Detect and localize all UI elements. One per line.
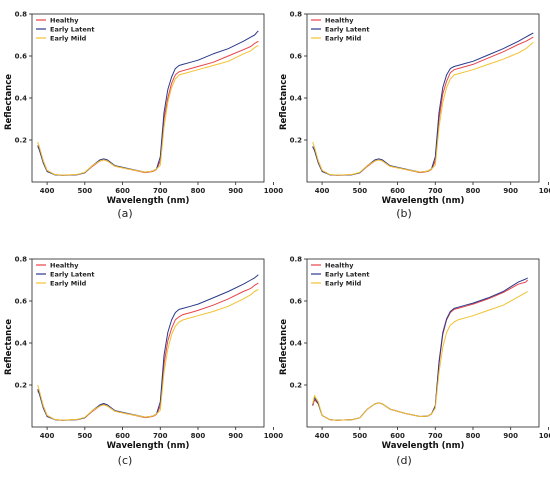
x-tick-label: 400 (315, 187, 330, 195)
legend-label: Healthy (50, 261, 79, 269)
x-tick-label: 600 (115, 432, 130, 440)
x-tick-label: 1000 (539, 187, 550, 195)
x-tick-label: 400 (40, 187, 55, 195)
series-line-healthy (37, 40, 259, 176)
x-tick-label: 700 (153, 432, 168, 440)
series-line-early-latent (37, 30, 259, 176)
legend-label: Early Latent (50, 270, 95, 278)
series-line-early-latent (312, 277, 528, 421)
legend-label: Early Latent (50, 25, 95, 33)
x-axis-label: Wavelength (nm) (107, 441, 190, 451)
y-axis-label: Reflectance (279, 319, 289, 375)
x-tick-label: 600 (390, 432, 405, 440)
series-line-healthy (312, 36, 534, 176)
x-tick-label: 600 (390, 187, 405, 195)
series-line-early-latent (37, 274, 259, 421)
y-tick-label: 0.4 (290, 340, 303, 348)
legend-label: Early Mild (325, 279, 362, 287)
y-tick-label: 0.4 (290, 95, 303, 103)
y-tick-label: 0.6 (15, 298, 28, 306)
x-tick-label: 500 (78, 187, 93, 195)
x-axis-label: Wavelength (nm) (382, 196, 465, 206)
legend-label: Early Mild (50, 34, 87, 42)
x-tick-label: 800 (191, 432, 206, 440)
x-tick-label: 900 (228, 187, 243, 195)
legend-label: Early Latent (325, 25, 370, 33)
series-line-early-latent (312, 32, 534, 176)
chart-panel: 400 500 600 700 800 900 1000 0.2 0.4 0.6 0.8 Health… (279, 256, 550, 468)
y-tick-label: 0.4 (15, 340, 28, 348)
panel-caption: (c) (118, 454, 133, 467)
y-tick-label: 0.8 (15, 256, 28, 264)
panel-caption: (b) (396, 207, 412, 220)
legend-label: Healthy (325, 16, 354, 24)
panel-caption: (a) (117, 207, 132, 220)
x-tick-label: 600 (115, 187, 130, 195)
y-axis-label: Reflectance (279, 74, 289, 130)
y-tick-label: 0.8 (290, 256, 303, 264)
x-tick-label: 800 (466, 187, 481, 195)
x-tick-label: 800 (466, 432, 481, 440)
x-tick-label: 400 (40, 432, 55, 440)
y-tick-label: 0.8 (290, 11, 303, 19)
x-axis-label: Wavelength (nm) (107, 196, 190, 206)
legend-label: Early Latent (325, 270, 370, 278)
y-tick-label: 0.6 (290, 53, 303, 61)
x-axis-label: Wavelength (nm) (382, 441, 465, 451)
x-tick-label: 800 (191, 187, 206, 195)
x-tick-label: 900 (228, 432, 243, 440)
y-tick-label: 0.6 (290, 298, 303, 306)
x-tick-label: 700 (153, 187, 168, 195)
y-tick-label: 0.8 (15, 11, 28, 19)
x-tick-label: 500 (353, 432, 368, 440)
x-tick-label: 500 (353, 187, 368, 195)
series-line-healthy (37, 282, 259, 421)
x-tick-label: 1000 (264, 187, 284, 195)
y-axis-label: Reflectance (4, 74, 14, 130)
x-tick-label: 900 (503, 432, 518, 440)
x-tick-label: 700 (428, 187, 443, 195)
series-line-healthy (312, 279, 529, 421)
x-tick-label: 900 (503, 187, 518, 195)
legend-label: Healthy (325, 261, 354, 269)
y-tick-label: 0.2 (290, 382, 303, 390)
legend-label: Early Mild (50, 279, 87, 287)
y-tick-label: 0.2 (15, 137, 28, 145)
y-tick-label: 0.2 (15, 382, 28, 390)
legend-label: Healthy (50, 16, 79, 24)
y-tick-label: 0.6 (15, 53, 28, 61)
x-tick-label: 700 (428, 432, 443, 440)
x-tick-label: 1000 (264, 432, 284, 440)
series-line-early-mild (37, 289, 259, 421)
y-tick-label: 0.2 (290, 137, 303, 145)
series-line-early-mild (37, 45, 259, 176)
x-tick-label: 1000 (539, 432, 550, 440)
x-tick-label: 500 (78, 432, 93, 440)
chart-panel: 400 500 600 700 800 900 1000 0.2 0.4 0.6 0.8 Health… (4, 11, 283, 221)
x-tick-label: 400 (315, 432, 330, 440)
legend-label: Early Mild (325, 34, 362, 42)
chart-panel: 400 500 600 700 800 900 1000 0.2 0.4 0.6 0.8 Health… (4, 256, 283, 468)
series-line-early-mild (312, 291, 528, 421)
series-line-early-mild (312, 41, 534, 176)
panel-caption: (d) (396, 454, 412, 467)
y-tick-label: 0.4 (15, 95, 28, 103)
chart-panel: 400 500 600 700 800 900 1000 0.2 0.4 0.6 0.8 Health… (279, 11, 550, 221)
y-axis-label: Reflectance (4, 319, 14, 375)
